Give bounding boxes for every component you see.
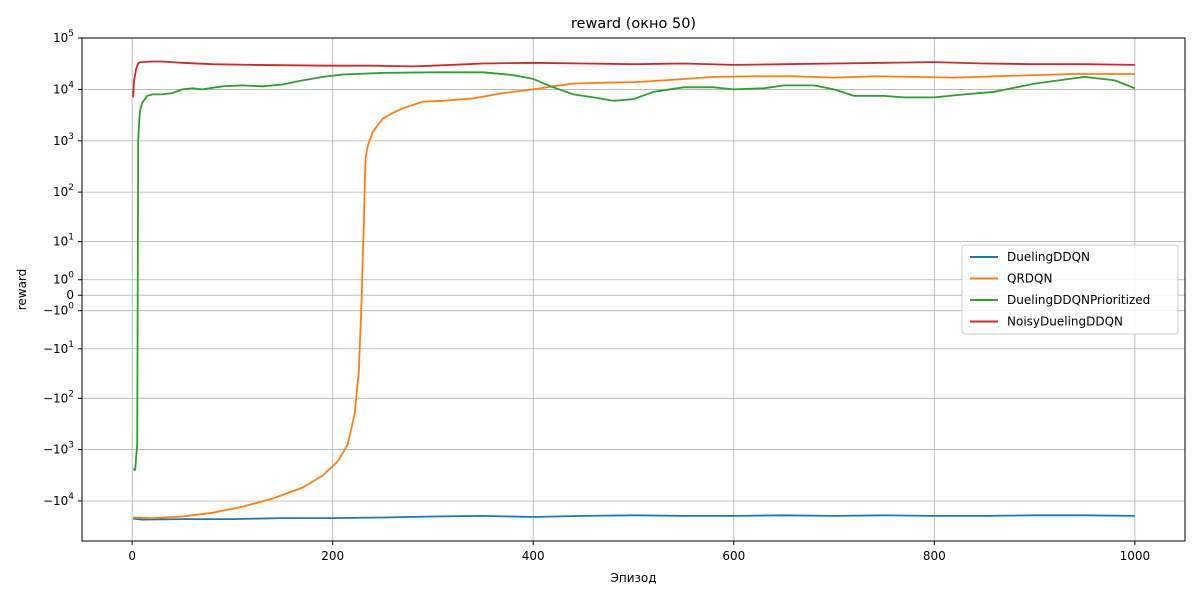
chart-title: reward (окно 50)	[571, 16, 696, 32]
y-tick-label: 101	[53, 233, 74, 249]
x-tick-label: 0	[128, 549, 136, 563]
y-tick-label: 0	[66, 288, 74, 302]
y-tick-label: −102	[43, 389, 74, 405]
y-tick-label: −103	[43, 441, 74, 457]
y-tick-label: 102	[53, 183, 74, 199]
legend: DuelingDDQN QRDQN DuelingDDQNPrioritized No…	[961, 244, 1179, 335]
series-line-duelingddqnprioritized	[132, 71, 1136, 471]
legend-box	[961, 244, 1179, 335]
legend-label: DuelingDDQN	[1007, 250, 1090, 264]
x-axis-label: Эпизод	[610, 571, 656, 585]
x-tick-label: 800	[923, 549, 946, 563]
y-tick-label: 104	[53, 80, 74, 96]
y-tick-label: −104	[43, 492, 74, 508]
legend-label: DuelingDDQNPrioritized	[1007, 293, 1150, 307]
x-tick-label: 1000	[1120, 549, 1151, 563]
y-tick-label: −101	[43, 340, 74, 356]
y-ticks: 105 104 103 102 101 1000−100 −101 −102 −103 −104	[43, 29, 82, 508]
x-tick-label: 600	[722, 549, 745, 563]
y-tick-label: −100	[43, 302, 74, 318]
plot-frame	[81, 37, 1186, 542]
legend-label: NoisyDuelingDDQN	[1007, 315, 1123, 329]
y-axis-label: reward	[15, 269, 29, 311]
y-tick-label: 105	[53, 29, 74, 45]
series-line-duelingddqn	[133, 514, 1135, 521]
y-tick-label: 100	[53, 271, 74, 287]
x-ticks: 0 200 400 600 800 1000	[128, 541, 1150, 563]
legend-label: QRDQN	[1007, 272, 1052, 286]
series-layer	[132, 60, 1136, 521]
x-tick-label: 400	[522, 549, 545, 563]
series-line-qrdqn	[133, 73, 1135, 519]
series-line-noisyduelingddqn	[132, 60, 1135, 98]
x-tick-label: 200	[321, 549, 344, 563]
y-tick-label: 103	[53, 132, 74, 148]
